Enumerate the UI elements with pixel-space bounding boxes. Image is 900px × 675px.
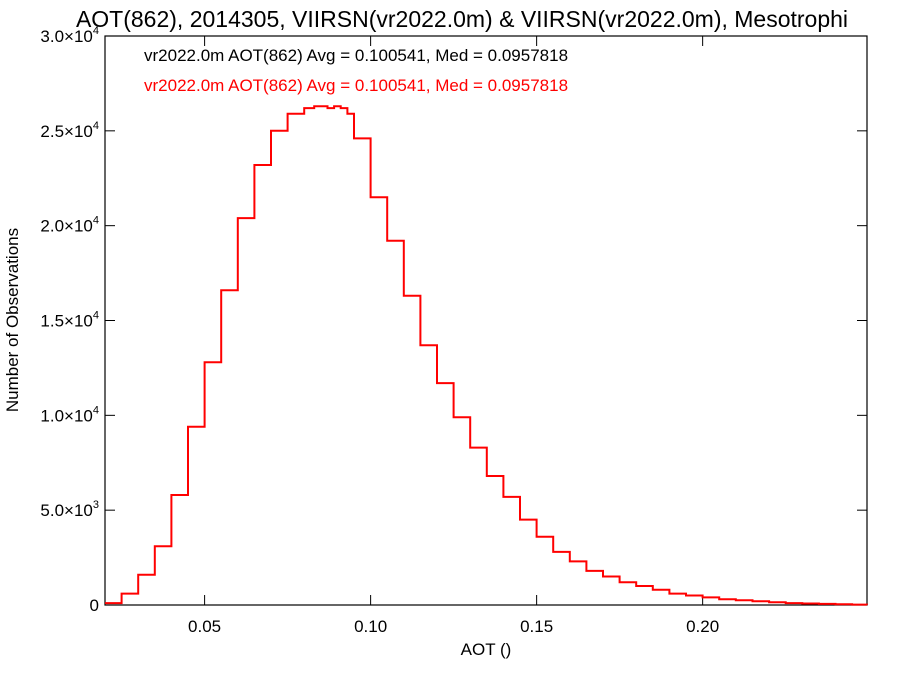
y-tick-label: 0 [90, 596, 99, 615]
plot-frame [104, 35, 868, 606]
y-tick-label: 1.5×104 [40, 310, 99, 331]
x-axis-ticks: 0.05 0.10 0.15 0.20 [188, 36, 719, 636]
x-tick-label: 0.15 [520, 617, 553, 636]
x-tick-label: 0.20 [686, 617, 719, 636]
y-axis-ticks: 0 5.0×103 1.0×104 1.5×104 2.0×104 2.5×104 3.0×… [40, 25, 867, 615]
y-tick-label: 1.0×104 [40, 404, 99, 425]
x-tick-label: 0.10 [354, 617, 387, 636]
y-axis-label: Number of Observations [3, 228, 22, 412]
stats-annotation-black: vr2022.0m AOT(862) Avg = 0.100541, Med =… [144, 46, 568, 65]
series-layer [105, 105, 868, 606]
y-tick-label: 3.0×104 [40, 25, 99, 46]
stats-annotation-red: vr2022.0m AOT(862) Avg = 0.100541, Med =… [144, 76, 568, 95]
x-axis-label: AOT () [461, 640, 512, 659]
y-tick-label: 5.0×103 [40, 499, 99, 520]
chart-title: AOT(862), 2014305, VIIRSN(vr2022.0m) & V… [76, 6, 848, 32]
y-tick-label: 2.5×104 [40, 120, 99, 141]
histogram-series-0 [105, 105, 868, 606]
y-tick-label: 2.0×104 [40, 215, 99, 236]
x-tick-label: 0.05 [188, 617, 221, 636]
